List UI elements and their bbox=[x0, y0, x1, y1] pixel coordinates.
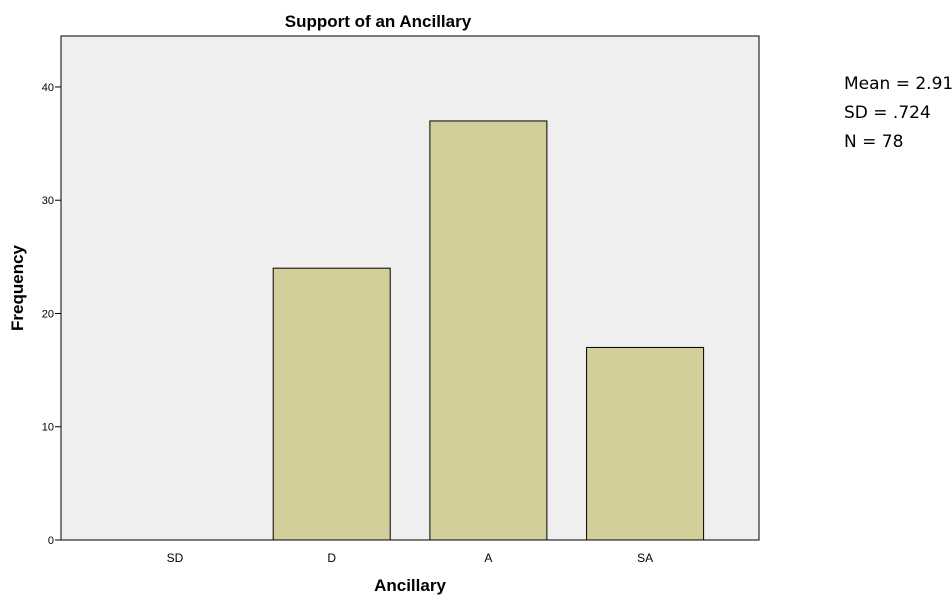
chart-title: Support of an Ancillary bbox=[285, 12, 472, 31]
x-tick-label: A bbox=[484, 551, 492, 565]
x-axis-label: Ancillary bbox=[374, 576, 446, 595]
y-tick-label: 20 bbox=[42, 308, 54, 320]
y-tick-label: 0 bbox=[48, 535, 54, 547]
y-tick-label: 40 bbox=[42, 82, 54, 94]
bar-sa bbox=[586, 346, 705, 541]
y-axis: 0 10 20 30 40 bbox=[42, 82, 61, 547]
bar-d bbox=[272, 267, 391, 541]
x-tick-label: SA bbox=[637, 551, 653, 565]
x-tick-label: SD bbox=[167, 551, 184, 565]
y-tick-label: 30 bbox=[42, 195, 54, 207]
y-tick-label: 10 bbox=[42, 422, 54, 434]
y-axis-label: Frequency bbox=[8, 244, 27, 331]
summary-stats: Mean = 2.91 SD = .724 N = 78 bbox=[844, 70, 952, 157]
stat-n: N = 78 bbox=[844, 132, 904, 152]
x-tick-label: D bbox=[327, 551, 336, 565]
bars bbox=[272, 120, 705, 541]
stat-mean: Mean = 2.91 bbox=[844, 74, 952, 94]
x-axis: SD D A SA bbox=[167, 551, 653, 565]
stat-sd: SD = .724 bbox=[844, 103, 931, 123]
bar-a bbox=[429, 120, 548, 541]
